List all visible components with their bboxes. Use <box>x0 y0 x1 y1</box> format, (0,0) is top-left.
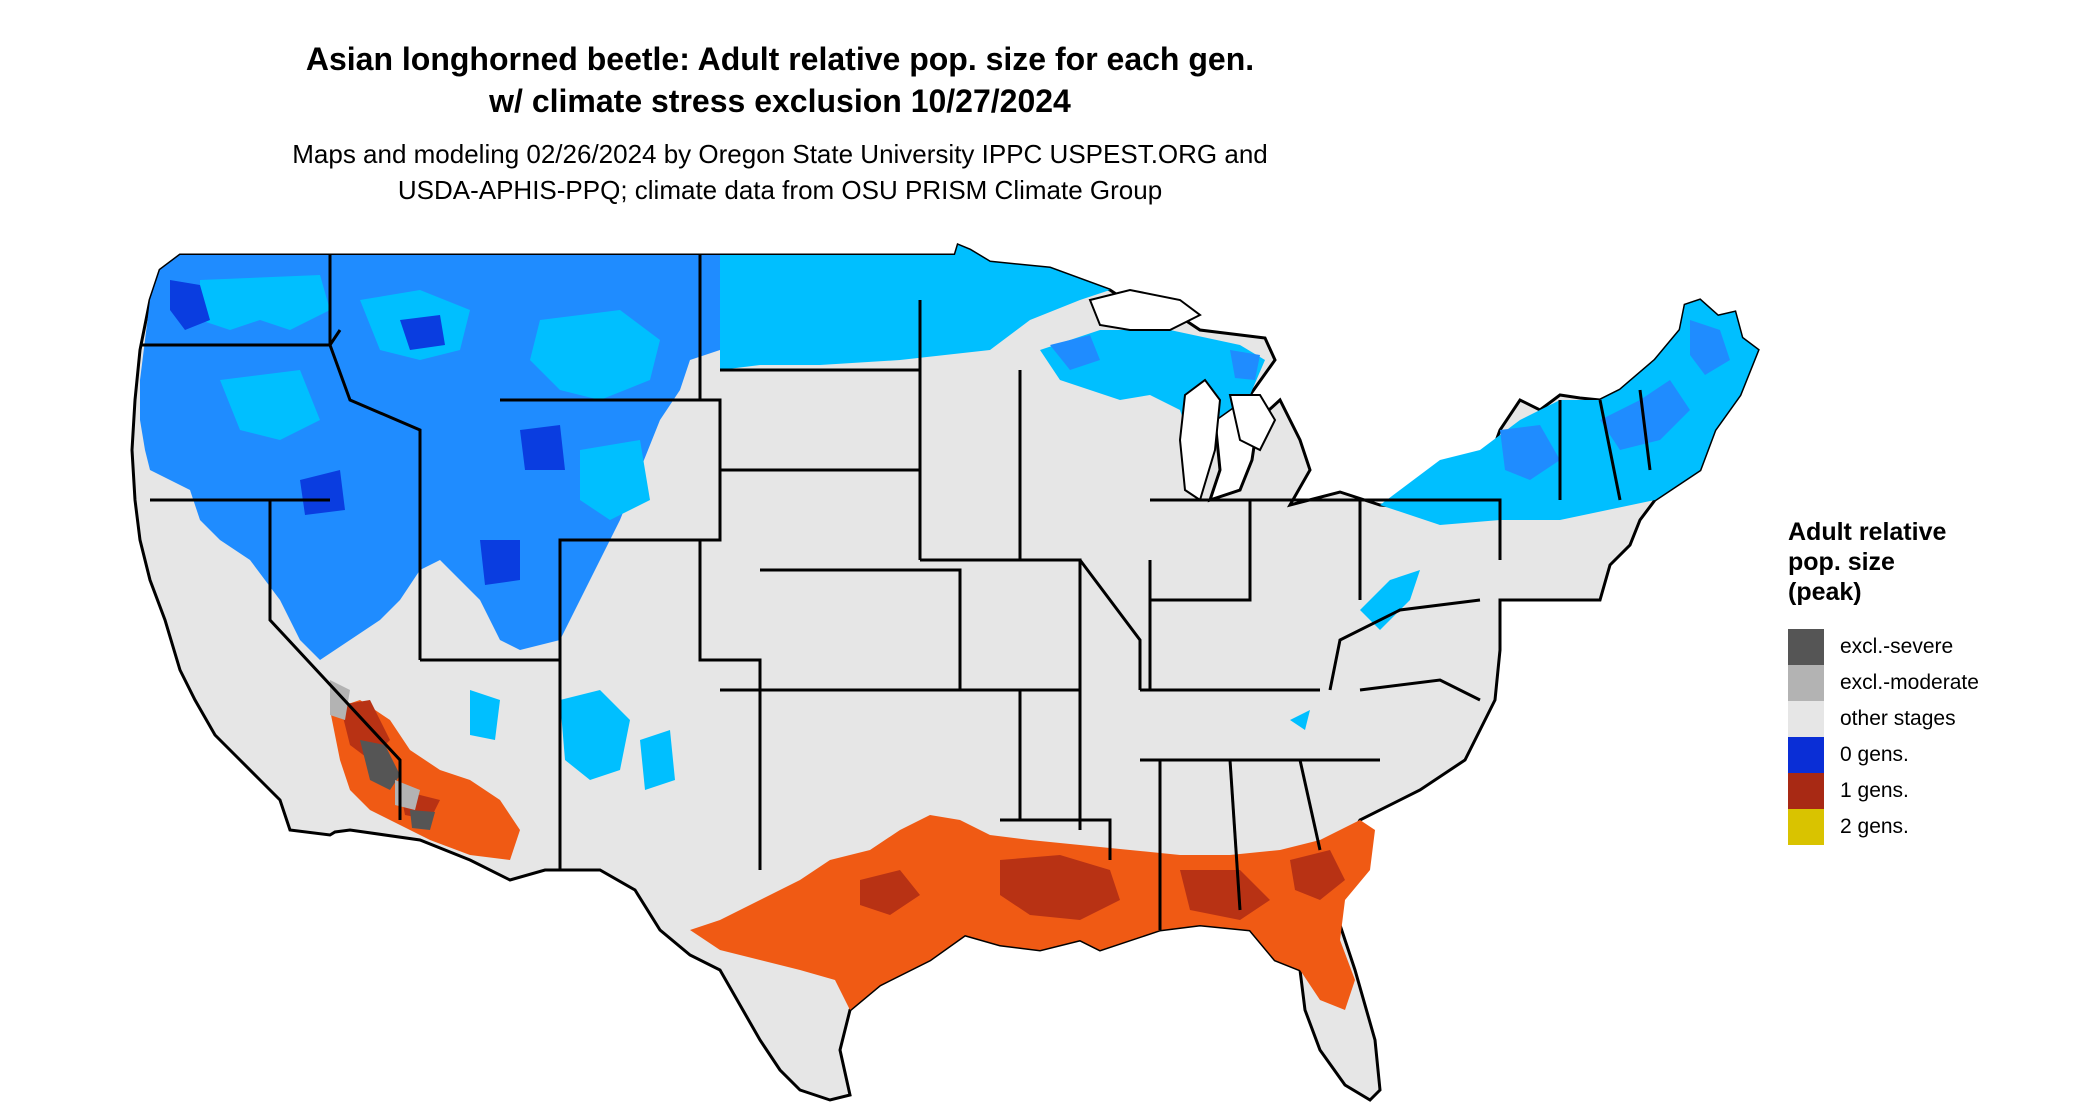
legend-swatch <box>1788 737 1824 773</box>
legend-title-line2: pop. size <box>1788 548 1895 576</box>
legend-items: excl.-severe excl.-moderate other stages 0 … <box>1788 629 1979 845</box>
legend-item: 1 gens. <box>1788 773 1979 809</box>
one-gen-region-southwest-dark <box>340 700 440 820</box>
state-borders <box>140 255 1652 930</box>
legend-label: 1 gens. <box>1840 779 1909 802</box>
map-subtitle-line2: USDA-APHIS-PPQ; climate data from OSU PR… <box>397 175 1163 205</box>
legend-item: 0 gens. <box>1788 737 1979 773</box>
legend-item: excl.-severe <box>1788 629 1979 665</box>
zero-gen-region-northeast <box>1380 300 1758 525</box>
map-title: Asian longhorned beetle: Adult relative … <box>0 38 1560 122</box>
map-subtitle-line1: Maps and modeling 02/26/2024 by Oregon S… <box>292 139 1268 169</box>
legend-item: excl.-moderate <box>1788 665 1979 701</box>
legend-item: other stages <box>1788 701 1979 737</box>
legend-label: 0 gens. <box>1840 743 1909 766</box>
zero-gen-region-appalachian <box>1290 570 1420 730</box>
legend-label: other stages <box>1840 707 1956 730</box>
zero-gen-region-northwest-light <box>200 275 660 520</box>
legend-swatch <box>1788 629 1824 665</box>
legend-swatch <box>1788 665 1824 701</box>
legend-title-line3: (peak) <box>1788 578 1862 606</box>
map-title-line1: Asian longhorned beetle: Adult relative … <box>305 41 1255 77</box>
legend-title-line1: Adult relative <box>1788 518 1947 546</box>
lake-superior <box>1088 288 1202 331</box>
zero-gen-region-southwest <box>470 690 675 790</box>
legend-swatch <box>1788 773 1824 809</box>
legend-item: 2 gens. <box>1788 809 1979 845</box>
legend-title: Adult relative pop. size (peak) <box>1788 517 1979 607</box>
one-gen-region-gulf-dark <box>860 850 1345 920</box>
legend-swatch <box>1788 809 1824 845</box>
legend: Adult relative pop. size (peak) excl.-se… <box>1788 517 1979 845</box>
zero-gen-region-michigan-dark <box>1050 335 1260 380</box>
map-subtitle: Maps and modeling 02/26/2024 by Oregon S… <box>0 136 1560 208</box>
legend-label: excl.-severe <box>1840 635 1954 658</box>
excl-severe-region <box>360 740 435 830</box>
lake-michigan <box>1178 378 1222 502</box>
zero-gen-region-upper-midwest <box>720 245 1110 370</box>
legend-label: excl.-moderate <box>1840 671 1979 694</box>
legend-label: 2 gens. <box>1840 815 1909 838</box>
zero-gen-region-northeast-dark <box>1500 320 1730 480</box>
lake-huron <box>1228 394 1277 452</box>
map-title-line2: w/ climate stress exclusion 10/27/2024 <box>489 83 1071 119</box>
legend-swatch <box>1788 701 1824 737</box>
